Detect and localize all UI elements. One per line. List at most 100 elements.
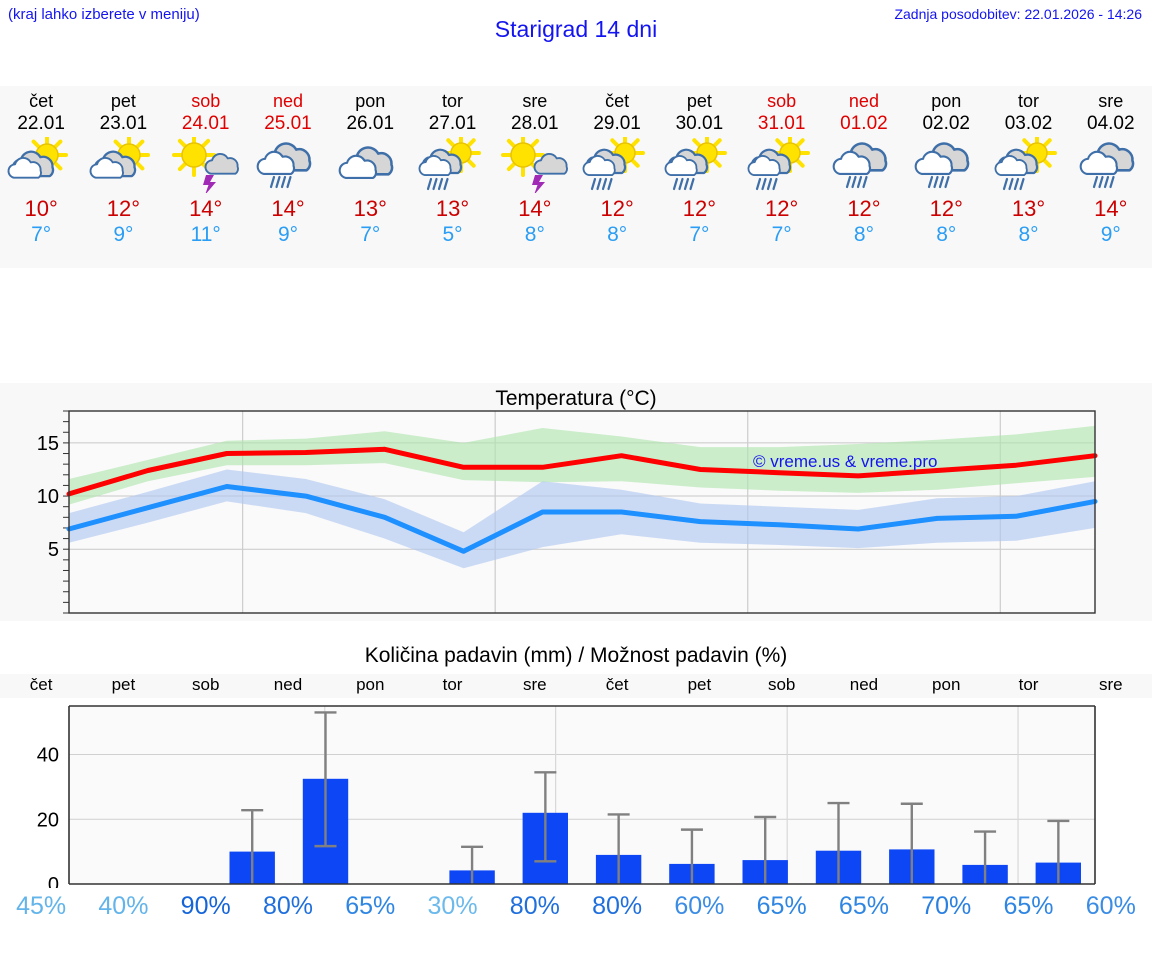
temperature-max: 14° [1094, 196, 1128, 221]
day-date: 22.01 [17, 113, 65, 134]
precipitation-day-labels: čet pet sob ned pon tor sre čet pet sob ned pon tor s… [0, 674, 1152, 698]
sun-cloud-rain-icon [581, 137, 653, 193]
day-of-week: sob [191, 91, 221, 111]
day-column-1[interactable]: pet 23.01 12° 9° [82, 86, 164, 268]
temperature-max: 13° [353, 196, 387, 221]
day-column-6[interactable]: sre 28.01 14° 8° [494, 86, 576, 268]
day-column-2[interactable]: sob 24.01 14° 11° [165, 86, 247, 268]
precip-day-label: tor [442, 675, 463, 694]
temperature-chart-section: Temperatura (°C) 5 10 15 © vreme.us & vreme… [0, 383, 1152, 621]
day-of-week: čet [29, 91, 54, 111]
precip-probability: 40% [98, 891, 149, 920]
svg-text:0: 0 [48, 874, 59, 888]
day-date: 27.01 [428, 113, 477, 134]
precip-probability: 80% [592, 891, 643, 920]
precip-probability: 80% [509, 891, 560, 920]
day-of-week: čet [605, 91, 630, 111]
precip-day-label: ned [273, 675, 303, 694]
menu-hint-text: (kraj lahko izberete v meniju) [8, 6, 200, 23]
temperature-max: 12° [600, 196, 634, 221]
temperature-max: 12° [765, 196, 799, 221]
day-date: 02.02 [922, 113, 970, 134]
precipitation-chart-title: Količina padavin (mm) / Možnost padavin … [364, 644, 788, 667]
day-column-11[interactable]: pon 02.02 12° 8° [905, 86, 987, 268]
svg-text:10: 10 [37, 486, 59, 508]
day-column-3[interactable]: ned 25.01 14° 9° [247, 86, 329, 268]
day-column-0[interactable]: čet 22.01 10° 7° [0, 86, 82, 268]
day-of-week: tor [442, 91, 464, 111]
svg-text:15: 15 [37, 433, 59, 455]
temperature-min: 8° [1018, 223, 1039, 246]
day-column-7[interactable]: čet 29.01 12° 8° [576, 86, 658, 268]
daily-forecast-strip: čet 22.01 10° 7° pet 23.01 12° 9° sob 24.01 14°… [0, 86, 1152, 268]
temperature-max: 12° [682, 196, 717, 221]
precip-probability: 70% [921, 891, 972, 920]
cloud-rain-icon [1075, 137, 1147, 193]
day-column-4[interactable]: pon 26.01 13° 7° [329, 86, 411, 268]
cloud-icon [334, 137, 406, 193]
precip-probability: 30% [427, 891, 478, 920]
precip-probability: 45% [16, 891, 67, 920]
temperature-min: 8° [607, 223, 628, 246]
day-date: 04.02 [1087, 113, 1135, 134]
day-date: 26.01 [346, 113, 395, 134]
svg-text:20: 20 [37, 809, 59, 831]
precip-probability: 65% [838, 891, 889, 920]
day-column-9[interactable]: sob 31.01 12° 7° [741, 86, 823, 268]
day-of-week: pet [110, 91, 136, 111]
temperature-min: 7° [771, 223, 792, 246]
day-column-12[interactable]: tor 03.02 13° 8° [987, 86, 1069, 268]
day-column-8[interactable]: pet 30.01 12° 7° [658, 86, 740, 268]
cloud-rain-icon [252, 137, 324, 193]
temperature-min: 9° [113, 223, 134, 246]
svg-text:40: 40 [37, 745, 59, 767]
temperature-min: 8° [853, 223, 874, 246]
temperature-chart-title: Temperatura (°C) [495, 387, 657, 410]
precipitation-chart-section: Količina padavin (mm) / Možnost padavin … [0, 644, 1152, 944]
day-column-13[interactable]: sre 04.02 14° 9° [1070, 86, 1152, 268]
day-of-week: tor [1018, 91, 1040, 111]
day-column-10[interactable]: ned 01.02 12° 8° [823, 86, 905, 268]
sun-cloud-rain-icon [746, 137, 818, 193]
day-date: 23.01 [99, 113, 148, 134]
precip-day-label: pon [356, 675, 385, 694]
day-column-5[interactable]: tor 27.01 13° 5° [411, 86, 493, 268]
temperature-min: 7° [360, 223, 381, 246]
temperature-max: 13° [1011, 196, 1046, 221]
precipitation-chart-plot: 0 20 40 [37, 705, 1096, 888]
watermark-text: © vreme.us & vreme.pro [753, 452, 937, 471]
day-of-week: pet [686, 91, 712, 111]
temperature-min: 7° [31, 223, 52, 246]
svg-text:5: 5 [48, 539, 59, 561]
temperature-max: 10° [24, 196, 58, 221]
sun-behind-cloud-icon [87, 137, 159, 193]
day-date: 01.02 [840, 113, 888, 134]
precip-probability: 60% [1085, 891, 1136, 920]
temperature-min: 8° [524, 223, 545, 246]
day-date: 25.01 [264, 113, 312, 134]
sun-cloud-rain-icon [993, 137, 1065, 193]
precip-probability: 80% [262, 891, 313, 920]
precip-probability: 65% [345, 891, 396, 920]
sun-cloud-thunder-icon [499, 137, 571, 193]
temperature-max: 13° [435, 196, 470, 221]
top-header-bar: (kraj lahko izberete v meniju) Starigrad… [0, 0, 1152, 46]
precip-day-label: sre [1098, 675, 1123, 694]
precip-probability: 60% [674, 891, 725, 920]
day-date: 30.01 [675, 113, 724, 134]
precip-probability: 65% [1003, 891, 1054, 920]
temperature-max: 14° [271, 196, 305, 221]
day-date: 28.01 [511, 113, 559, 134]
precip-day-label: sre [523, 675, 547, 694]
cloud-rain-icon [828, 137, 900, 193]
temperature-max: 14° [518, 196, 552, 221]
day-of-week: ned [848, 91, 879, 111]
precip-day-label: čet [29, 675, 53, 694]
day-date: 29.01 [593, 113, 641, 134]
precip-day-label: čet [605, 675, 629, 694]
precip-day-label: sob [191, 675, 220, 694]
temperature-max: 12° [929, 196, 963, 221]
temperature-chart-plot: 5 10 15 © vreme.us & vreme.pro [37, 410, 1098, 614]
precip-day-label: pet [687, 675, 712, 694]
